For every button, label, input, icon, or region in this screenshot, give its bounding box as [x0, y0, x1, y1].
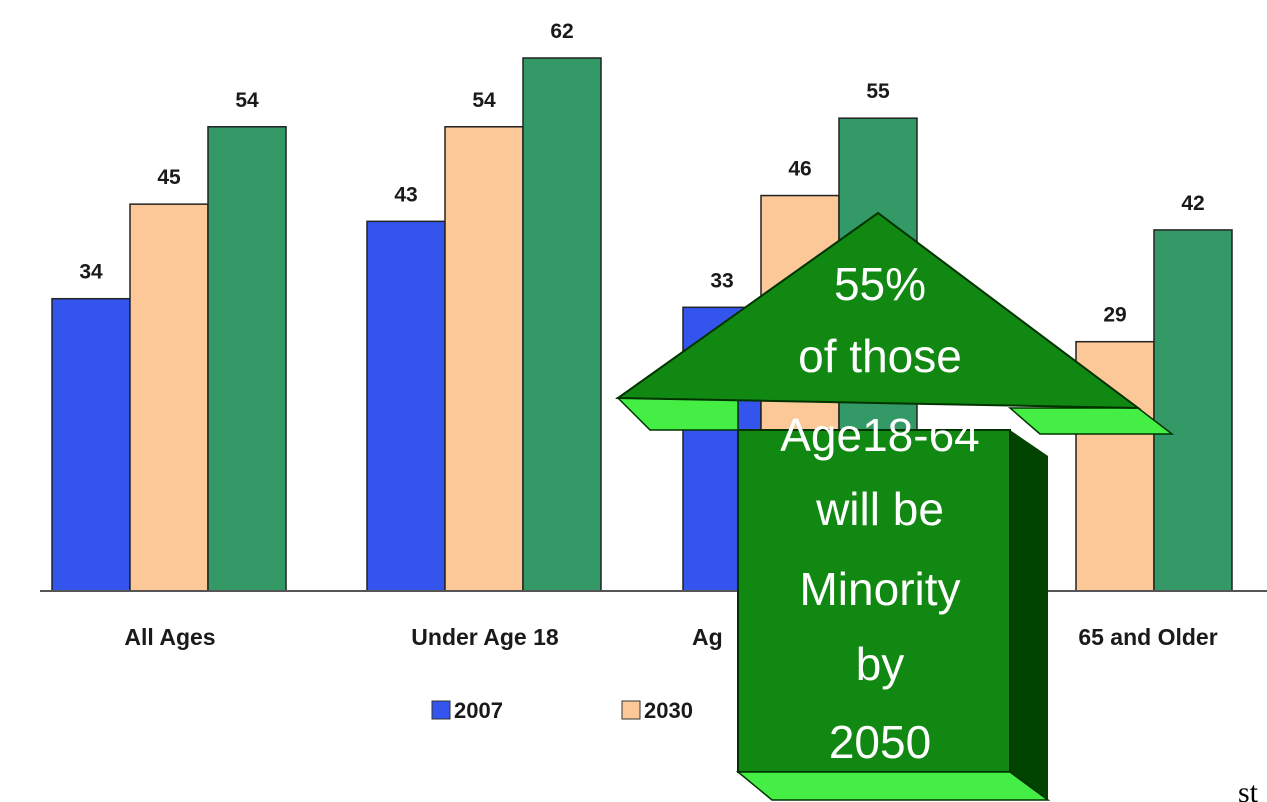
value-label: 62	[550, 20, 573, 43]
category-label: 65 and Older	[1078, 624, 1217, 650]
value-label: 29	[1103, 304, 1126, 327]
bars-layer	[51, 57, 1233, 592]
category-label: All Ages	[124, 624, 215, 650]
callout-line: 55%	[834, 258, 926, 310]
bar-series3-0	[207, 126, 287, 592]
value-label: 43	[394, 183, 417, 206]
bar-2030-0	[129, 203, 209, 592]
arrow-head	[614, 211, 1142, 410]
legend-swatch-2007	[431, 700, 451, 720]
value-label: 54	[235, 89, 259, 112]
corner-text: st	[1238, 776, 1259, 802]
bar-series3-3	[1153, 229, 1233, 592]
callout-line: Minority	[799, 563, 960, 615]
legend-swatch-2030	[621, 700, 641, 720]
bar-series3-1	[522, 57, 602, 592]
bar-2007-0	[51, 297, 131, 592]
legend: 2007 2030	[431, 698, 693, 723]
value-label: 42	[1181, 192, 1204, 215]
value-labels-layer: 34 43 33 45 54 46 29 54 62 55 42	[79, 20, 1204, 327]
category-label: Ag	[692, 624, 723, 650]
value-label: 55	[866, 80, 890, 103]
arrow-bottom-bevel	[735, 771, 1051, 801]
arrow-left-bevel	[616, 397, 739, 431]
callout-line: 2050	[829, 716, 931, 768]
value-label: 46	[788, 158, 811, 181]
bar-2030-1	[444, 126, 524, 592]
bar-2007-1	[366, 220, 446, 592]
callout-line: will be	[815, 483, 944, 535]
callout-line: by	[856, 638, 905, 690]
arrow-shaft-side	[1010, 430, 1048, 800]
category-label: Under Age 18	[411, 624, 559, 650]
legend-label-2007: 2007	[454, 698, 503, 723]
callout-arrow: 55% of those Age18-64 will be Minority by 2050	[614, 211, 1175, 801]
category-labels-layer: All Ages Under Age 18 Ag 65 and Older	[124, 624, 1217, 650]
legend-label-2030: 2030	[644, 698, 693, 723]
value-label: 33	[710, 269, 733, 292]
callout-line: Age18-64	[780, 409, 980, 461]
value-label: 45	[157, 166, 181, 189]
callout-line: of those	[798, 330, 962, 382]
value-label: 34	[79, 261, 103, 284]
value-label: 54	[472, 89, 496, 112]
